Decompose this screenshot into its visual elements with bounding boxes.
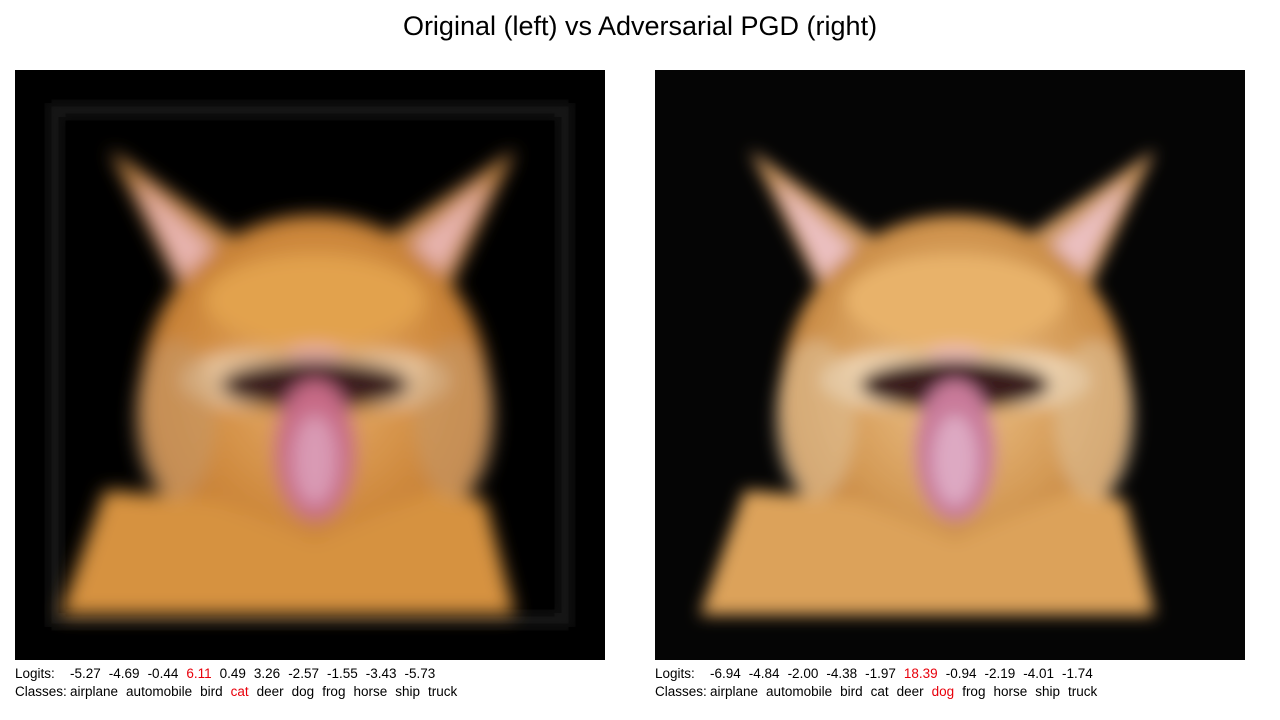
class-frog: frog xyxy=(322,684,346,699)
class-truck: truck xyxy=(1068,684,1098,699)
original-panel: Logits: -5.27 -4.69 -0.44 6.11 0.49 3.26 -2.57… xyxy=(15,70,605,701)
logit-ship: -3.43 xyxy=(365,666,397,681)
class-frog: frog xyxy=(962,684,986,699)
class-cat: cat xyxy=(230,684,249,699)
logit-horse: -1.55 xyxy=(326,666,358,681)
adversarial-classes-row: Classes: airplane automobile bird cat deer do… xyxy=(655,683,1245,701)
adversarial-cat-image xyxy=(655,70,1245,660)
logit-cat: -4.38 xyxy=(826,666,858,681)
class-ship: ship xyxy=(1035,684,1060,699)
class-dog: dog xyxy=(291,684,315,699)
original-logits-row: Logits: -5.27 -4.69 -0.44 6.11 0.49 3.26 -2.57… xyxy=(15,665,605,683)
logit-truck: -1.74 xyxy=(1062,666,1093,681)
logit-automobile: -4.84 xyxy=(748,666,780,681)
logit-ship: -4.01 xyxy=(1023,666,1055,681)
original-classes-row: Classes: airplane automobile bird cat deer do… xyxy=(15,683,605,701)
class-bird: bird xyxy=(200,684,223,699)
classes-label: Classes: xyxy=(655,684,707,699)
logit-frog: -0.94 xyxy=(945,666,977,681)
class-deer: deer xyxy=(256,684,284,699)
class-deer: deer xyxy=(896,684,924,699)
logit-frog: -2.57 xyxy=(288,666,319,681)
logit-deer: 0.49 xyxy=(219,666,246,681)
logit-truck: -5.73 xyxy=(404,666,436,681)
class-dog: dog xyxy=(931,684,955,699)
adversarial-panel: Logits: -6.94 -4.84 -2.00 -4.38 -1.97 18.39 -0… xyxy=(655,70,1245,701)
class-airplane: airplane xyxy=(70,684,119,699)
logit-airplane: -5.27 xyxy=(70,666,101,681)
class-cat: cat xyxy=(870,684,889,699)
class-automobile: automobile xyxy=(766,684,833,699)
class-bird: bird xyxy=(840,684,863,699)
adversarial-logits-row: Logits: -6.94 -4.84 -2.00 -4.38 -1.97 18.39 -0… xyxy=(655,665,1245,683)
logit-automobile: -4.69 xyxy=(108,666,140,681)
class-ship: ship xyxy=(395,684,420,699)
figure-title: Original (left) vs Adversarial PGD (righ… xyxy=(402,11,878,41)
classes-label: Classes: xyxy=(15,684,67,699)
class-truck: truck xyxy=(428,684,458,699)
class-horse: horse xyxy=(353,684,388,699)
logits-label: Logits: xyxy=(15,666,55,681)
original-cat-image xyxy=(15,70,605,660)
logit-airplane: -6.94 xyxy=(710,666,741,681)
logits-label: Logits: xyxy=(655,666,695,681)
logit-horse: -2.19 xyxy=(984,666,1016,681)
logit-dog: 18.39 xyxy=(903,666,938,681)
logit-dog: 3.26 xyxy=(253,666,281,681)
logit-bird: -0.44 xyxy=(147,666,179,681)
logit-bird: -2.00 xyxy=(787,666,819,681)
class-horse: horse xyxy=(993,684,1028,699)
class-automobile: automobile xyxy=(126,684,193,699)
class-airplane: airplane xyxy=(710,684,759,699)
logit-cat: 6.11 xyxy=(186,666,212,681)
logit-deer: -1.97 xyxy=(865,666,896,681)
